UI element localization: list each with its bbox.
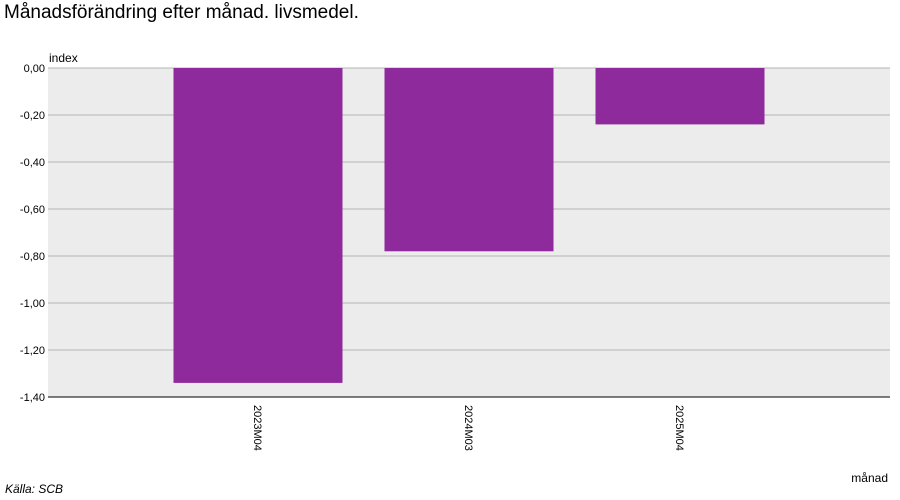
x-tick-label: 2024M03 [462,405,474,451]
y-tick-label: -1,20 [20,345,45,357]
x-tick-label: 2023M04 [251,405,263,451]
bar-2023M04 [173,68,343,383]
y-tick-label: -0,60 [20,204,45,216]
y-tick-label: -1,00 [20,298,45,310]
y-tick-label: 0,00 [24,63,45,75]
y-tick-label: -0,20 [20,110,45,122]
bar-2025M04 [595,68,765,125]
source-note: Källa: SCB [5,482,64,496]
y-tick-labels: 0,00 -0,20 -0,40 -0,60 -0,80 -1,00 -1,20 -1,40 [20,63,45,404]
y-axis-title: index [49,51,78,65]
chart-title: Månadsförändring efter månad. livsmedel. [4,2,359,23]
x-tick-labels: 2023M04 2024M03 2025M04 [251,405,685,451]
x-tick-label: 2025M04 [673,405,685,451]
x-axis-title: månad [851,471,888,485]
y-tick-label: -0,80 [20,251,45,263]
bar-2024M03 [384,68,554,252]
bars [173,68,765,383]
y-tick-label: -0,40 [20,157,45,169]
y-tick-label: -1,40 [20,392,45,404]
